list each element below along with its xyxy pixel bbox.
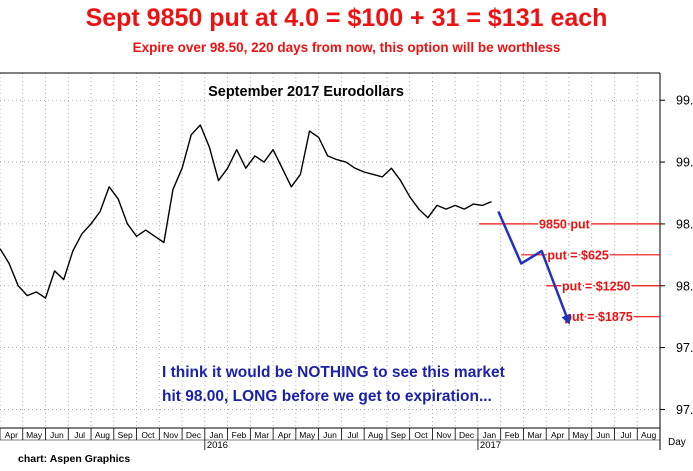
x-axis-unit-label: Day <box>668 437 686 448</box>
month-label: Jan <box>209 430 223 440</box>
y-tick-label: 97.50 <box>676 341 693 355</box>
year-label: 2016 <box>207 440 228 451</box>
month-label: May <box>26 430 43 440</box>
month-label: Mar <box>528 430 543 440</box>
month-label: Aug <box>368 430 383 440</box>
month-label: Apr <box>551 430 564 440</box>
level-label-1: 9850 put <box>539 217 591 231</box>
month-label: Apr <box>5 430 18 440</box>
month-label: Mar <box>254 430 269 440</box>
month-label: Jan <box>482 430 496 440</box>
month-label: Aug <box>95 430 110 440</box>
month-label: Sep <box>391 430 406 440</box>
headline: Sept 9850 put at 4.0 = $100 + 31 = $131 … <box>85 4 608 32</box>
month-label: Nov <box>436 430 452 440</box>
month-label: Jul <box>620 430 631 440</box>
level-label-2: put = $625 <box>547 248 609 262</box>
source-credit: chart: Aspen Graphics <box>18 453 130 465</box>
y-tick-label: 98.00 <box>676 279 693 293</box>
month-label: Jul <box>347 430 358 440</box>
chart-title: September 2017 Eurodollars <box>208 84 404 100</box>
month-label: Sep <box>118 430 133 440</box>
comment-line-2: hit 98.00, LONG before we get to expirat… <box>162 388 492 405</box>
comment-line-1: I think it would be NOTHING to see this … <box>162 364 505 381</box>
projection-arrow <box>497 210 571 325</box>
month-label: Apr <box>278 430 291 440</box>
month-label: Jun <box>50 430 64 440</box>
month-label: Aug <box>641 430 656 440</box>
month-label: Jun <box>596 430 610 440</box>
month-label: Jul <box>74 430 85 440</box>
y-tick-label: 98.50 <box>676 217 693 231</box>
month-label: May <box>299 430 316 440</box>
month-label: Oct <box>414 430 428 440</box>
month-label: Feb <box>232 430 247 440</box>
month-label: Feb <box>505 430 520 440</box>
y-tick-label: 99.00 <box>676 156 693 170</box>
level-label-4: put = $1875 <box>564 310 632 324</box>
level-label-3: put = $1250 <box>562 279 630 293</box>
month-label: Dec <box>186 430 202 440</box>
y-tick-label: 99.50 <box>676 94 693 108</box>
y-tick-label: 97.00 <box>676 403 693 417</box>
price-line <box>0 124 492 299</box>
year-label: 2017 <box>480 440 501 451</box>
subheadline: Expire over 98.50, 220 days from now, th… <box>132 40 561 55</box>
month-label: Nov <box>163 430 179 440</box>
month-label: Dec <box>459 430 475 440</box>
month-label: Jun <box>323 430 337 440</box>
month-label: May <box>572 430 589 440</box>
month-label: Oct <box>141 430 155 440</box>
